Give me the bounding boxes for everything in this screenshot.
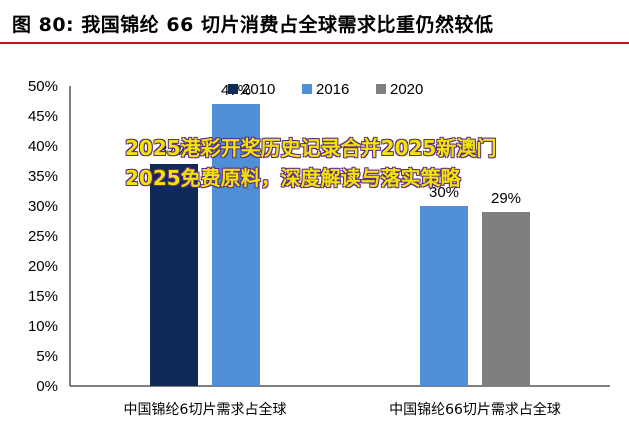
bar-2016 bbox=[420, 206, 468, 386]
y-tick-label: 45% bbox=[28, 108, 58, 125]
data-label: 37% bbox=[159, 142, 189, 159]
y-tick-label: 20% bbox=[28, 258, 58, 275]
legend-swatch-2020 bbox=[376, 84, 386, 94]
y-tick-label: 30% bbox=[28, 198, 58, 215]
y-tick-label: 40% bbox=[28, 138, 58, 155]
legend-label-2020: 2020 bbox=[390, 81, 423, 98]
data-label: 29% bbox=[491, 190, 521, 207]
y-tick-label: 15% bbox=[28, 288, 58, 305]
legend-swatch-2010 bbox=[228, 84, 238, 94]
x-tick-label: 中国锦纶6切片需求占全球 bbox=[124, 401, 287, 418]
y-tick-label: 10% bbox=[28, 318, 58, 335]
bar-2010 bbox=[150, 164, 198, 386]
bar-2020 bbox=[482, 212, 530, 386]
y-tick-label: 50% bbox=[28, 78, 58, 95]
x-tick-label: 中国锦纶66切片需求占全球 bbox=[389, 401, 561, 418]
bar-2016 bbox=[212, 104, 260, 386]
y-tick-label: 35% bbox=[28, 168, 58, 185]
data-label: 30% bbox=[429, 184, 459, 201]
legend-label-2016: 2016 bbox=[316, 81, 349, 98]
y-tick-label: 5% bbox=[36, 348, 58, 365]
y-tick-label: 0% bbox=[36, 378, 58, 395]
figure-title-bar: 图 80: 我国锦纶 66 切片消费占全球需求比重仍然较低 bbox=[0, 0, 629, 44]
watermark-overlay-text: 2025港彩开奖历史记录合并2025新澳门2025免费原料，深度解读与落实策略 bbox=[125, 136, 497, 190]
bar-chart: 0%5%10%15%20%25%30%35%40%45%50%37%47%中国锦… bbox=[28, 78, 610, 418]
legend-label-2010: 2010 bbox=[242, 81, 275, 98]
legend-swatch-2016 bbox=[302, 84, 312, 94]
y-tick-label: 25% bbox=[28, 228, 58, 245]
figure-title: 图 80: 我国锦纶 66 切片消费占全球需求比重仍然较低 bbox=[12, 14, 494, 36]
